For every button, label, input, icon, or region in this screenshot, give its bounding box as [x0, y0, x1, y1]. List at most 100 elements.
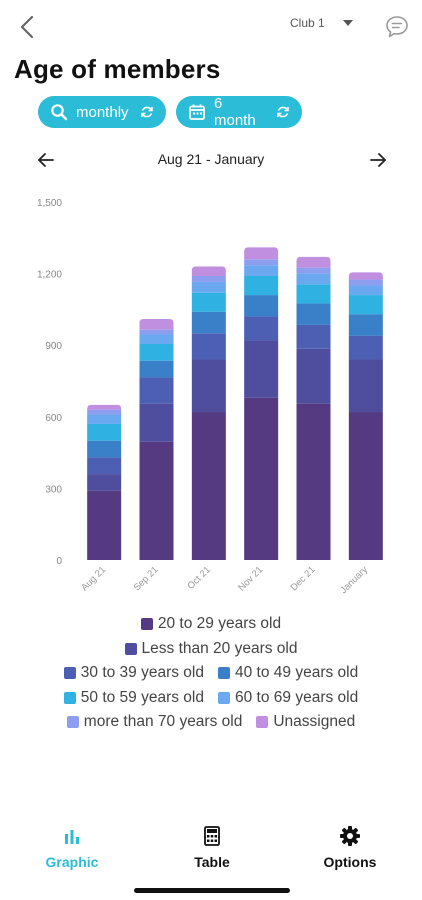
chart-canvas: 0 300 600 900 1,200 1,500 Aug 21 Sep 21 Oct 21 No… [37, 198, 383, 596]
back-button[interactable] [12, 12, 42, 42]
bar-segment[interactable] [87, 440, 122, 458]
legend-swatch [63, 667, 76, 680]
bar-segment[interactable] [191, 292, 226, 312]
bar-segment[interactable] [296, 256, 331, 268]
bar-segment[interactable] [139, 318, 174, 330]
club-selector[interactable]: Club 1 [290, 16, 353, 30]
legend-swatch [124, 642, 137, 655]
search-icon [51, 104, 68, 121]
legend-label: 20 to 29 years old [157, 615, 282, 633]
nav-graphic-tab[interactable]: Graphic [22, 824, 122, 872]
bar-segment[interactable] [244, 265, 279, 276]
bar-stack[interactable] [87, 404, 122, 560]
club-selector-label: Club 1 [290, 16, 325, 30]
legend-item[interactable]: 50 to 59 years old [63, 689, 204, 707]
bar-stack[interactable] [296, 256, 331, 560]
bar-segment[interactable] [244, 295, 279, 317]
bar-segment[interactable] [139, 329, 174, 335]
chat-icon [386, 16, 408, 38]
bar-segment[interactable] [191, 412, 226, 560]
legend-row: 50 to 59 years old 60 to 69 years old [0, 686, 422, 711]
bar-segment[interactable] [191, 359, 226, 413]
bar-segment[interactable] [244, 340, 279, 398]
bar-segment[interactable] [139, 441, 174, 560]
bar-segment[interactable] [87, 414, 122, 424]
bar-segment[interactable] [244, 397, 279, 560]
bar-segment[interactable] [191, 333, 226, 360]
frequency-filter-chip[interactable]: monthly [38, 96, 166, 128]
bar-segment[interactable] [348, 295, 383, 315]
refresh-icon [141, 106, 153, 118]
bar-segment[interactable] [348, 285, 383, 296]
y-tick-label: 1,200 [37, 270, 62, 281]
bar-segment[interactable] [296, 303, 331, 325]
bar-segment[interactable] [296, 267, 331, 274]
legend-swatch [66, 716, 79, 729]
bar-stack[interactable] [244, 247, 279, 560]
bar-segment[interactable] [139, 334, 174, 345]
legend-item[interactable]: 40 to 49 years old [218, 664, 358, 682]
legend-item[interactable]: Unassigned [256, 713, 355, 731]
bar-segment[interactable] [87, 457, 122, 475]
top-bar: Club 1 [0, 0, 422, 56]
bar-segment[interactable] [191, 281, 226, 293]
bar-segment[interactable] [296, 273, 331, 285]
bar-segment[interactable] [296, 348, 331, 404]
x-tick-label: January [338, 564, 370, 596]
bar-segment[interactable] [348, 335, 383, 360]
bar-segment[interactable] [139, 360, 174, 378]
legend-row: Less than 20 years old [0, 637, 422, 662]
bar-segment[interactable] [191, 266, 226, 276]
bar-stack[interactable] [191, 266, 226, 560]
bar-segment[interactable] [87, 409, 122, 415]
bar-segment[interactable] [244, 275, 279, 296]
nav-options-tab[interactable]: Options [300, 824, 400, 872]
bar-segment[interactable] [139, 344, 174, 361]
legend-row: 30 to 39 years old 40 to 49 years old [0, 661, 422, 686]
legend-item[interactable]: more than 70 years old [66, 713, 243, 731]
bar-segment[interactable] [348, 272, 383, 280]
y-tick-label: 0 [56, 556, 62, 567]
legend-label: more than 70 years old [83, 713, 243, 731]
chat-button[interactable] [384, 14, 410, 40]
bar-segment[interactable] [244, 247, 279, 260]
bar-segment[interactable] [244, 259, 279, 266]
bar-segment[interactable] [348, 412, 383, 560]
legend-row: more than 70 years old Unassigned [0, 710, 422, 735]
legend-item[interactable]: 60 to 69 years old [218, 689, 358, 707]
x-tick-label: Dec 21 [289, 564, 318, 593]
bar-segment[interactable] [139, 377, 174, 404]
bar-segment[interactable] [244, 316, 279, 341]
refresh-icon [277, 106, 289, 118]
bar-segment[interactable] [191, 311, 226, 334]
home-indicator [134, 888, 290, 893]
bar-segment[interactable] [87, 404, 122, 410]
range-filter-chip[interactable]: 6 month [176, 95, 302, 129]
legend-label: 40 to 49 years old [235, 664, 359, 682]
bar-segment[interactable] [296, 284, 331, 304]
bar-segment[interactable] [296, 403, 331, 560]
page-title: Age of members [14, 54, 221, 84]
legend-item[interactable]: Less than 20 years old [124, 640, 297, 658]
bar-segment[interactable] [87, 490, 122, 560]
bar-chart-icon [65, 830, 79, 844]
caret-down-icon [342, 20, 353, 26]
bar-stack[interactable] [348, 272, 383, 560]
legend-item[interactable]: 20 to 29 years old [140, 615, 282, 633]
bar-segment[interactable] [139, 403, 174, 442]
nav-table-tab[interactable]: Table [162, 824, 262, 872]
legend-swatch [140, 618, 153, 631]
stacked-bar-chart: 0 300 600 900 1,200 1,500 Aug 21 Sep 21 Oct 21 No… [0, 186, 422, 606]
bar-segment[interactable] [87, 474, 122, 491]
bar-segment[interactable] [348, 314, 383, 336]
legend-item[interactable]: 30 to 39 years old [63, 664, 204, 682]
chart-legend: 20 to 29 years old Less than 20 years old… [0, 612, 422, 735]
bar-stack[interactable] [139, 318, 174, 560]
next-period-button[interactable] [366, 148, 390, 172]
bar-segment[interactable] [296, 324, 331, 349]
bar-segment[interactable] [348, 279, 383, 286]
bar-segment[interactable] [191, 275, 226, 282]
bar-segment[interactable] [87, 423, 122, 441]
bar-segment[interactable] [348, 359, 383, 413]
previous-period-button[interactable] [34, 148, 58, 172]
